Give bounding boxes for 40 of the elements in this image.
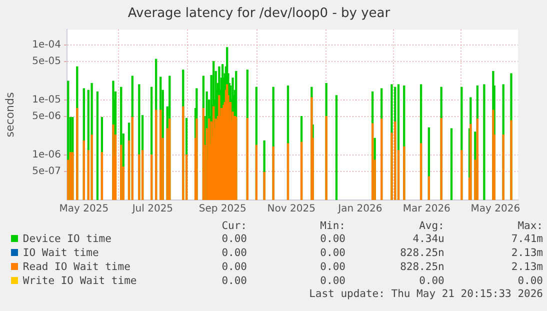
text: 2.13m	[510, 246, 544, 260]
chart-title: Average latency for /dev/loop0 - by year	[128, 6, 391, 22]
text: 0.00	[220, 274, 248, 288]
legend-label: IO Wait time	[22, 246, 100, 260]
y-tick-label: 5e-07	[32, 166, 61, 177]
text: Last update: Thu May 21 20:15:33 2026	[308, 288, 544, 300]
text: 0.00	[516, 274, 544, 288]
y-tick-label: 1e-06	[32, 149, 61, 160]
x-tick-label: May 2025	[59, 204, 109, 215]
text: 828.25n	[399, 260, 446, 274]
text: 0.00	[319, 274, 346, 288]
y-tick-label: 1e-05	[32, 94, 61, 106]
text: Cur:	[220, 220, 248, 232]
legend-label: Read IO Wait time	[22, 260, 132, 274]
legend-label: Device IO time	[22, 232, 112, 246]
text: 0.00	[418, 274, 446, 288]
y-axis-title: seconds	[3, 92, 16, 138]
x-tick-label: Jul 2025	[131, 204, 174, 215]
x-tick-label: Jan 2026	[337, 204, 382, 215]
text: 0.00	[220, 246, 248, 260]
text: 7.41m	[510, 232, 544, 246]
text: 828.25n	[399, 246, 446, 260]
text: 0.00	[319, 246, 346, 260]
text: Min:	[319, 220, 346, 232]
text: 0.00	[220, 232, 248, 246]
text: 0.00	[319, 260, 346, 274]
text: 0.00	[220, 260, 248, 274]
text: Avg:	[418, 220, 446, 232]
text: 4.34u	[412, 232, 446, 246]
y-tick-label: 5e-05	[32, 56, 61, 68]
text: 2.13m	[510, 260, 544, 274]
y-tick-label: 1e-04	[32, 40, 61, 51]
legend-label: Write IO Wait time	[22, 274, 138, 288]
text: Max:	[516, 220, 544, 232]
y-tick-label: 5e-06	[32, 110, 61, 122]
x-tick-label: Mar 2026	[402, 204, 450, 215]
x-tick-label: Sep 2025	[198, 204, 246, 215]
x-tick-label: May 2026	[470, 204, 520, 215]
text: 0.00	[319, 232, 346, 246]
x-tick-label: Nov 2025	[267, 204, 316, 215]
